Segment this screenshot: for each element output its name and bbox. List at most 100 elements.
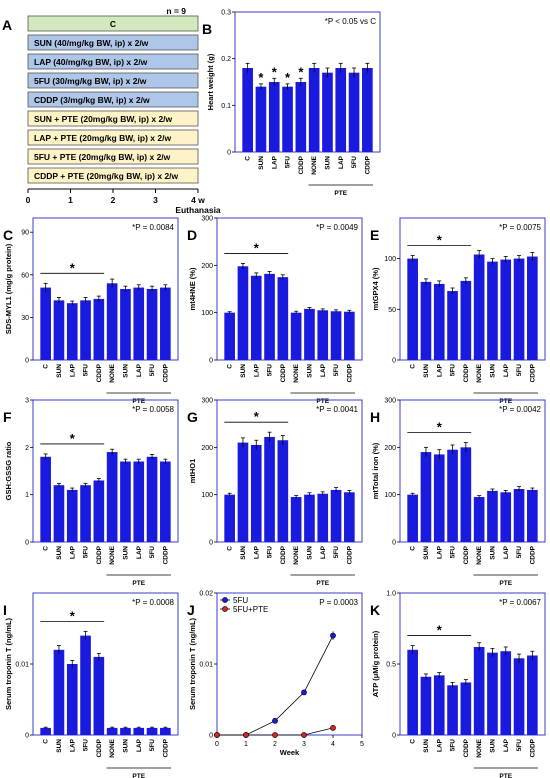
y-tick-label: 300: [384, 398, 396, 405]
bar: [433, 454, 445, 542]
y-tick-label: 0: [209, 733, 213, 740]
x-category-label: SUN: [324, 156, 331, 170]
protocol-label: SUN + PTE (20mg/kg BW, ip) x 2/w: [34, 114, 173, 124]
panel-label: H: [370, 409, 380, 425]
x-category-label: LAP: [69, 545, 76, 559]
significance-star: *: [70, 260, 76, 275]
bar: [160, 727, 171, 735]
x-category-label: SUN: [258, 156, 265, 170]
x-category-label: C: [410, 739, 417, 744]
x-category-label: CDDP: [364, 155, 371, 174]
bar: [304, 494, 315, 542]
bar: [80, 635, 91, 735]
significance-star: *: [298, 64, 304, 79]
bar: [93, 480, 105, 542]
bar: [500, 651, 512, 735]
y-axis-label: GSH:GSSG ratio: [4, 441, 13, 500]
x-category-label: C: [43, 546, 50, 551]
x-category-label: LAP: [503, 545, 510, 559]
p-value-annotation: *P = 0.0067: [499, 598, 541, 607]
y-tick-label: 0: [209, 358, 213, 365]
bar: [420, 452, 432, 542]
x-category-label: LAP: [136, 545, 143, 559]
panel-label: G: [187, 409, 198, 425]
y-tick-label: 0: [392, 733, 396, 740]
panel-h: H 0 100 200 300 mtTotal iron (%) *P = 0.0042 C S…: [370, 398, 546, 587]
protocol-label: LAP + PTE (20mg/kg BW, ip) x 2/w: [34, 133, 171, 143]
x-category-label: 5FU: [450, 364, 457, 377]
panel-label: K: [370, 602, 380, 618]
timeline-tick-label: 4 w: [191, 195, 205, 205]
protocol-label: 5FU + PTE (20mg/kg BW, ip) x 2/w: [34, 152, 171, 162]
plot-frame: [216, 592, 363, 736]
bar: [290, 312, 302, 360]
y-tick-label: 90: [21, 230, 29, 237]
timeline-tick-label: 3: [153, 195, 158, 205]
x-category-label: LAP: [436, 363, 443, 377]
y-tick-label: 0.5: [386, 662, 396, 669]
x-category-label: SUN: [489, 546, 496, 560]
panel-e: E 0 50 100 mtGPX4 (%) *P = 0.0075 C SUN LAP 5FU CD…: [370, 217, 546, 405]
x-category-label: LAP: [320, 545, 327, 559]
y-tick-label: 200: [201, 263, 213, 270]
group-label: PTE: [499, 773, 512, 778]
data-point: [214, 732, 220, 738]
data-point: [330, 632, 336, 639]
y-tick-label: 1.0: [386, 591, 396, 598]
panel-d: D 0 100 200 300 mt4HNE (%) *P = 0.0049 C SUN LAP 5…: [187, 216, 363, 405]
x-tick-label: 2: [273, 741, 277, 748]
x-tick-label: 0: [215, 741, 219, 748]
bar: [433, 675, 445, 735]
x-category-label: SUN: [489, 739, 496, 753]
group-label: PTE: [132, 580, 145, 587]
bar: [106, 452, 118, 542]
x-category-label: 5FU: [267, 364, 274, 377]
protocol-label: C: [110, 19, 116, 29]
x-category-label: NONE: [109, 738, 116, 757]
protocol-box: [27, 91, 199, 108]
timeline-tick-label: 1: [68, 195, 73, 205]
x-category-label: LAP: [253, 363, 260, 377]
bar: [40, 727, 51, 735]
bar: [146, 727, 158, 735]
bar: [513, 658, 525, 735]
x-category-label: 5FU: [285, 156, 292, 169]
bar: [53, 649, 65, 735]
p-value-annotation: *P = 0.0008: [132, 598, 174, 607]
protocol-label: CDDP + PTE (20mg/kg BW, ip) x 2/w: [34, 171, 179, 181]
y-tick-label: 100: [201, 310, 213, 317]
bar: [460, 447, 472, 542]
x-category-label: 5FU: [149, 364, 156, 377]
significance-star: *: [70, 431, 76, 446]
bar: [277, 440, 289, 542]
timeline-tick-label: 2: [111, 195, 116, 205]
panel-label: J: [187, 602, 195, 618]
bar: [487, 490, 498, 542]
bar: [487, 652, 498, 735]
bar: [120, 461, 131, 542]
significance-star: *: [285, 70, 291, 85]
bar: [447, 685, 458, 735]
group-label: PTE: [132, 773, 145, 778]
panel-g: G 0 100 200 300 mtHO1 *P = 0.0041 C SUN LAP 5FU CDD…: [187, 398, 363, 587]
bar: [527, 256, 538, 360]
panel-c: C 0 30 60 90 SDS-MYL1 (mg/g protein) *P = 0.00…: [3, 217, 179, 405]
plot-frame: [32, 399, 179, 543]
x-category-label: SUN: [240, 364, 247, 378]
y-tick-label: 0: [25, 733, 29, 740]
x-category-label: 5FU: [83, 364, 90, 377]
x-category-label: CDDP: [96, 545, 103, 564]
x-category-label: CDDP: [463, 738, 470, 757]
p-value-annotation: *P = 0.0049: [316, 223, 358, 232]
x-category-label: 5FU: [516, 546, 523, 559]
y-tick-label: 100: [201, 492, 213, 499]
y-tick-label: 0: [25, 540, 29, 547]
x-category-label: 5FU: [351, 156, 358, 169]
bar: [93, 298, 105, 360]
data-point: [301, 689, 307, 696]
bar: [473, 254, 485, 360]
euthanasia-label: Euthanasia: [175, 205, 221, 215]
y-tick-label: 200: [201, 445, 213, 452]
protocol-box: [27, 53, 199, 70]
